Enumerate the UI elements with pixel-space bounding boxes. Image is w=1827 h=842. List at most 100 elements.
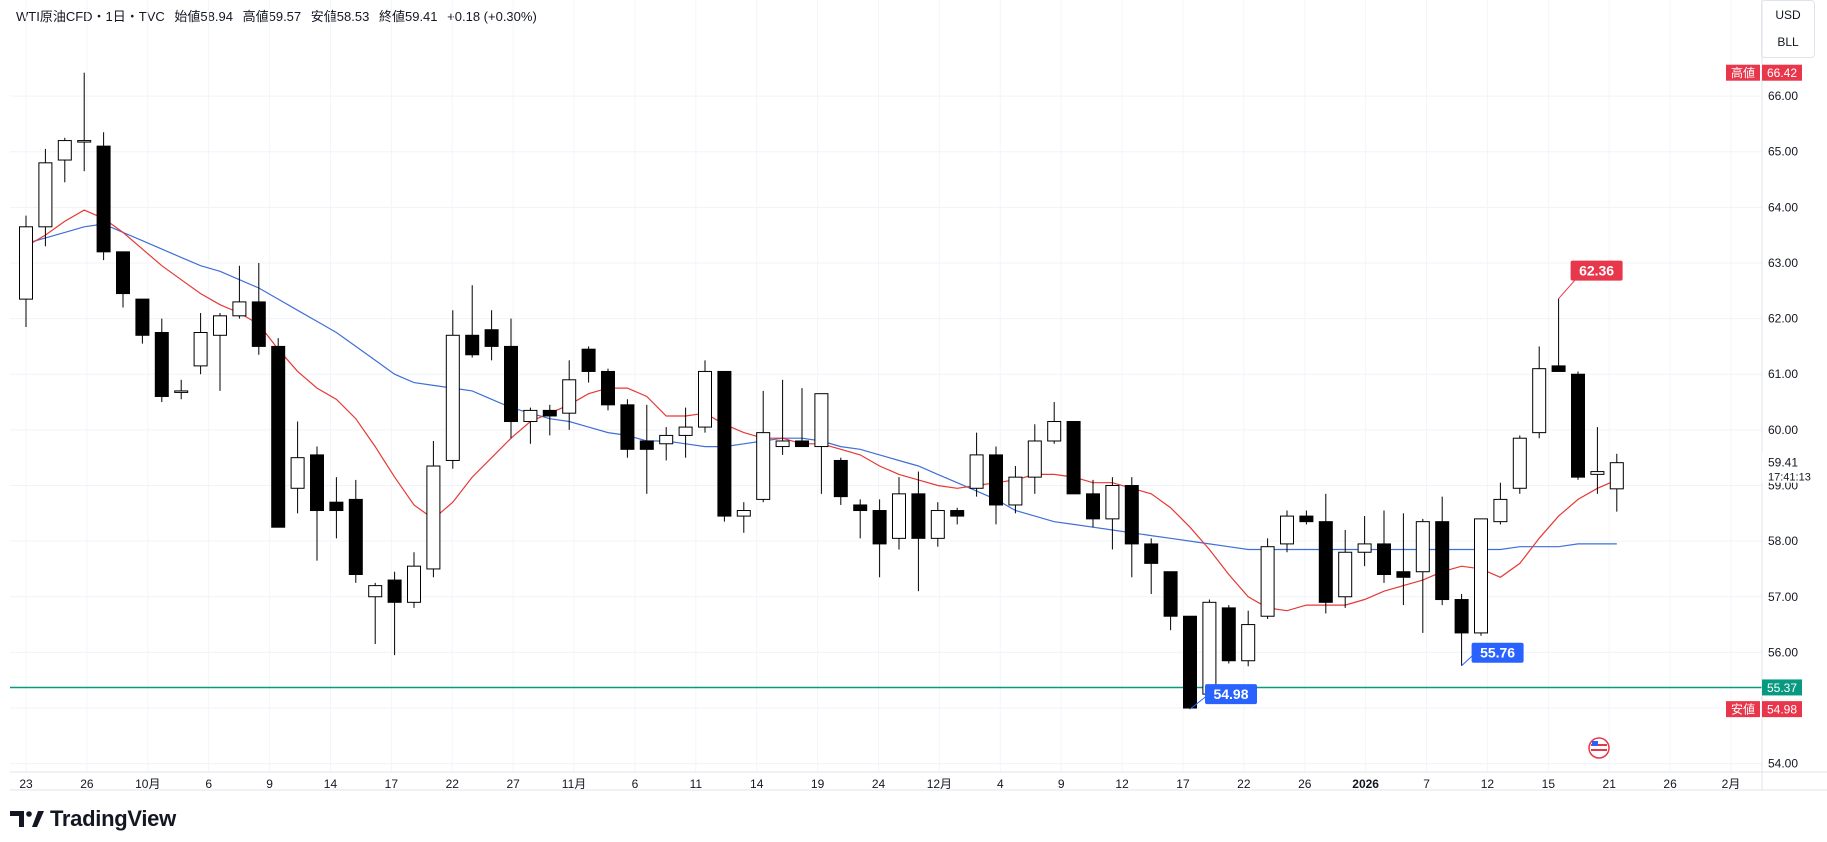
candle-body — [1474, 518, 1488, 634]
time-tick-label: 17 — [1176, 777, 1190, 791]
candle — [1105, 477, 1120, 550]
price-callout: 62.36 — [1558, 260, 1623, 299]
time-tick-label: 12 — [1481, 777, 1495, 791]
candle — [581, 346, 596, 383]
us-flag-icon[interactable] — [1588, 737, 1610, 759]
candle — [251, 262, 266, 355]
tradingview-logo-icon — [10, 811, 44, 827]
time-tick-label: 15 — [1542, 777, 1556, 791]
candle — [465, 285, 480, 358]
candle-body — [1609, 462, 1624, 490]
candle — [154, 318, 169, 403]
candle — [1027, 424, 1042, 494]
candle-body — [96, 145, 111, 253]
candle-body — [1318, 521, 1333, 603]
unit-label[interactable]: BLL — [1777, 35, 1799, 49]
candle — [1318, 493, 1333, 614]
candle — [639, 404, 654, 494]
candle — [1532, 346, 1547, 439]
last-price-countdown: 17:41:13 — [1768, 472, 1811, 484]
candle-body — [989, 454, 1003, 506]
tradingview-logo[interactable]: TradingView — [10, 806, 176, 832]
symbol-label[interactable]: WTI原油CFD・1日・TVC — [16, 9, 165, 24]
candle — [232, 265, 247, 319]
price-tick-label: 57.00 — [1768, 590, 1798, 604]
candle — [484, 310, 499, 361]
callout-box — [1471, 642, 1524, 663]
candle-body — [678, 426, 693, 436]
price-tag-value-box — [1762, 64, 1802, 81]
candle — [1377, 510, 1391, 583]
candle — [1241, 610, 1256, 667]
candle-body — [1571, 373, 1585, 478]
candle-body — [116, 251, 130, 295]
candle — [814, 393, 829, 494]
candle — [1183, 615, 1197, 710]
candle-body — [911, 493, 926, 539]
price-callout: 54.98 — [1189, 684, 1257, 710]
candle — [542, 404, 557, 436]
candle-body — [1377, 543, 1391, 576]
candle-body — [659, 434, 674, 445]
callout-value: 54.98 — [1213, 686, 1248, 702]
change-label: +0.18 (+0.30%) — [447, 9, 537, 24]
candle — [1299, 510, 1314, 525]
time-tick-label: 22 — [1237, 777, 1251, 791]
candle-body — [1551, 365, 1566, 372]
candle — [1086, 479, 1100, 528]
callout-value: 62.36 — [1579, 263, 1614, 279]
candle — [1163, 571, 1178, 631]
candle-body — [329, 501, 344, 512]
candle — [698, 360, 712, 433]
candle — [1047, 402, 1062, 444]
candle-body — [1144, 543, 1159, 564]
price-tag-value-box — [1762, 701, 1802, 718]
candle — [1493, 482, 1508, 525]
callout-pointer — [1558, 280, 1575, 299]
candle — [1415, 518, 1430, 633]
brand-name: TradingView — [50, 806, 176, 831]
candle-body — [271, 345, 286, 528]
close-label: 終値59.41 — [378, 9, 438, 24]
candle — [38, 148, 53, 247]
time-tick-label: 4 — [997, 777, 1004, 791]
candle-body — [445, 334, 460, 461]
candle — [1551, 298, 1566, 372]
candle — [775, 379, 790, 455]
candle — [310, 446, 324, 561]
candle-body — [1338, 551, 1353, 598]
chart-legend: WTI原油CFD・1日・TVC 始値58.94 高値59.57 安値58.53 … — [16, 6, 543, 25]
candle-body — [775, 440, 790, 448]
candle-body — [387, 579, 402, 603]
candle — [795, 388, 809, 448]
candle-body — [581, 348, 596, 372]
candle — [833, 457, 848, 505]
price-tag-value-box — [1762, 679, 1802, 696]
ma-slow-line — [25, 223, 1617, 551]
time-tick-label: 6 — [632, 777, 639, 791]
candle — [1396, 513, 1411, 606]
price-tick-label: 65.00 — [1768, 145, 1798, 159]
candle-body — [426, 465, 441, 570]
time-tick-label: 14 — [324, 777, 338, 791]
candle — [1571, 371, 1585, 480]
candle — [930, 502, 945, 547]
price-tick-label: 58.00 — [1768, 534, 1798, 548]
candle-body — [717, 370, 732, 517]
currency-unit-selector[interactable]: USD BLL — [1761, 0, 1815, 58]
candle — [1221, 605, 1236, 664]
candle-body — [833, 459, 848, 498]
candle — [426, 440, 441, 578]
candle — [1474, 518, 1488, 636]
price-tag-value: 55.37 — [1767, 681, 1797, 695]
candle — [872, 499, 887, 578]
time-tick-label: 21 — [1603, 777, 1617, 791]
currency-label[interactable]: USD — [1775, 8, 1801, 22]
candle — [407, 552, 421, 608]
high-label: 高値59.57 — [242, 9, 302, 24]
price-tick-label: 63.00 — [1768, 256, 1798, 270]
candle — [659, 427, 674, 461]
callout-box — [1205, 684, 1257, 705]
candle-body — [756, 432, 771, 500]
